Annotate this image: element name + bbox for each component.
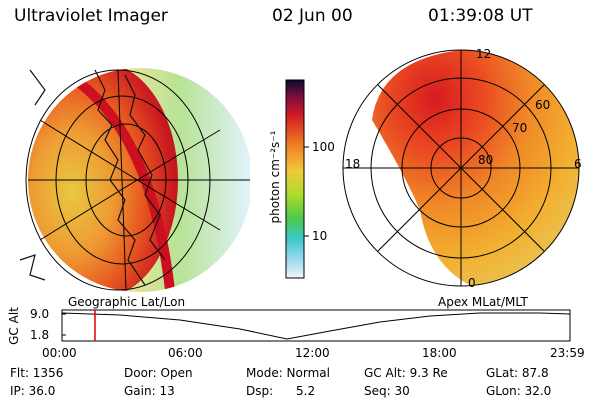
coastline-lines [19,69,166,286]
glat-label: GLat: 87.8 [486,366,549,380]
colorbar-tick-10: 10 [312,229,328,243]
polar-mlt-12: 12 [476,47,492,61]
time-label: 01:39:08 UT [428,6,533,26]
altitude-curve [61,312,571,340]
grid-lines [25,69,250,291]
timeline-x-tick-1800: 18:00 [422,346,457,360]
timeline-y-label: GC Alt [7,307,21,345]
timeline-y-tick-9: 9.0 [30,307,50,321]
dsp-label: Dsp: 5.2 [246,384,316,398]
app-title: Ultraviolet Imager [14,6,168,26]
timeline-x-tick-0000: 00:00 [42,346,77,360]
polar-mlt-0: 0 [468,276,476,290]
gain-label: Gain: 13 [124,384,175,398]
colorbar-unit-label: photon cm⁻²s⁻¹ [268,130,282,224]
polar-lat-80: 80 [478,153,494,167]
polar-plot [342,49,580,287]
door-label: Door: Open [124,366,193,380]
geographic-image [19,68,250,292]
polar-mlt-6: 6 [574,157,582,171]
colorbar-tick-100: 100 [312,140,335,154]
polar-lat-60: 60 [535,98,551,112]
timeline-x-tick-2359: 23:59 [550,346,585,360]
timeline-x-tick-0600: 06:00 [168,346,203,360]
timeline-chart [61,309,571,342]
timeline-x-tick-1200: 12:00 [295,346,330,360]
timeline-y-tick-1-8: 1.8 [30,328,50,342]
ip-label: IP: 36.0 [10,384,56,398]
mode-label: Mode: Normal [246,366,330,380]
flight-label: Flt: 1356 [10,366,64,380]
polar-lat-70: 70 [512,121,528,135]
seq-label: Seq: 30 [364,384,410,398]
glon-label: GLon: 32.0 [486,384,552,398]
gc-alt-label: GC Alt: 9.3 Re [364,366,448,380]
colorbar [285,79,309,279]
timeline-right-caption: Apex MLat/MLT [438,295,528,309]
polar-grid [342,49,580,287]
timeline-left-caption: Geographic Lat/Lon [68,295,186,309]
polar-mlt-18: 18 [345,157,361,171]
date-label: 02 Jun 00 [272,6,353,26]
